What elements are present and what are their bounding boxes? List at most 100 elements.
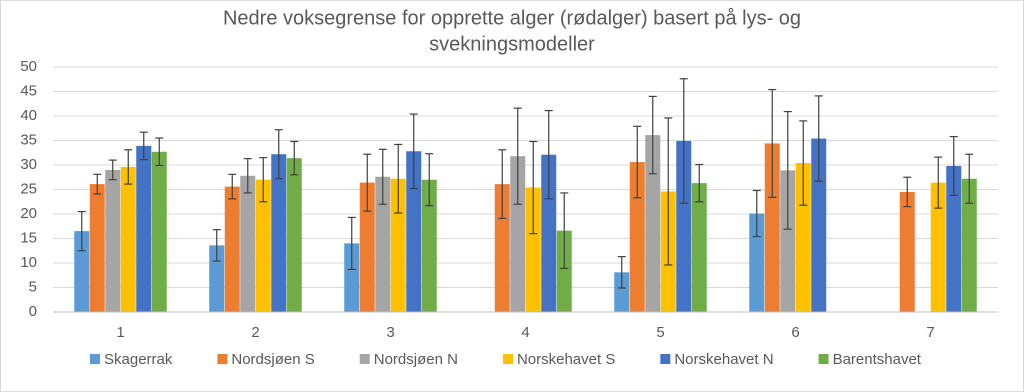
bar: [494, 184, 510, 312]
bar: [556, 230, 572, 312]
error-bar: [394, 143, 403, 214]
bar: [89, 184, 105, 312]
error-bar: [139, 131, 148, 161]
y-tick-label: 40: [20, 107, 37, 124]
bar: [795, 163, 811, 312]
error-bar: [648, 95, 657, 175]
bar: [645, 135, 661, 312]
error-bar: [409, 113, 418, 190]
chart-title: Nedre voksegrense for opprette alger (rø…: [223, 7, 801, 29]
bar: [375, 176, 391, 312]
error-bar: [290, 140, 299, 176]
error-bar: [752, 189, 761, 238]
error-bar: [155, 137, 164, 167]
legend-label: Norskehavet N: [674, 351, 773, 368]
error-bar: [77, 210, 86, 252]
error-bar: [544, 110, 553, 200]
legend-label: Skagerrak: [104, 351, 173, 368]
x-tick-label: 5: [656, 324, 664, 341]
bar: [614, 272, 630, 312]
error-bar: [212, 229, 221, 262]
error-bar: [949, 135, 958, 196]
legend-label: Nordsjøen S: [231, 351, 314, 368]
y-tick-label: 35: [20, 131, 37, 148]
error-bar: [814, 95, 823, 182]
error-bar: [347, 216, 356, 270]
legend-swatch: [818, 354, 829, 364]
bar: [541, 154, 557, 312]
bar: [764, 143, 780, 312]
y-tick-label: 10: [20, 254, 37, 271]
x-tick-label: 6: [791, 324, 799, 341]
error-bar: [425, 153, 434, 207]
error-bar: [934, 156, 943, 209]
bar: [676, 140, 692, 312]
bar: [946, 165, 962, 312]
error-bar: [529, 140, 538, 235]
bar: [359, 182, 375, 312]
bar: [286, 158, 302, 312]
error-bar: [363, 153, 372, 212]
bar: [930, 182, 946, 312]
legend-label: Barentshavet: [833, 351, 922, 368]
bar: [780, 170, 796, 312]
bar: [74, 231, 90, 312]
x-tick-label: 1: [116, 324, 124, 341]
bar: [899, 191, 915, 312]
chart-title: svekningsmodeller: [429, 33, 595, 55]
legend-swatch: [217, 354, 228, 364]
y-tick-label: 5: [29, 278, 37, 295]
y-tick-label: 0: [29, 303, 37, 320]
bar: [811, 138, 827, 312]
error-bar: [664, 117, 673, 266]
bar: [271, 154, 287, 312]
bar: [240, 175, 256, 312]
error-bar: [768, 88, 777, 198]
error-bar: [498, 149, 507, 220]
bar: [120, 166, 136, 312]
error-bar: [633, 125, 642, 199]
error-bar: [124, 149, 133, 185]
error-bar: [799, 120, 808, 206]
error-bar: [617, 256, 626, 289]
y-tick-label: 20: [20, 205, 37, 222]
legend-swatch: [90, 354, 100, 364]
bar: [525, 187, 541, 312]
error-bar: [259, 157, 268, 203]
error-bar: [513, 107, 522, 205]
legend-swatch: [502, 354, 513, 364]
x-tick-label: 4: [521, 324, 529, 341]
error-bar: [243, 158, 252, 194]
bar: [629, 162, 645, 312]
error-bar: [378, 148, 387, 205]
bar: [136, 145, 152, 312]
x-tick-label: 3: [386, 324, 394, 341]
legend-swatch: [660, 354, 671, 364]
error-bar: [560, 192, 569, 269]
y-tick-label: 30: [20, 156, 37, 173]
bar: [749, 213, 765, 312]
error-bar: [903, 176, 912, 208]
y-tick-label: 25: [20, 180, 37, 197]
bar: [209, 245, 225, 312]
bar: [510, 156, 526, 312]
y-tick-label: 50: [20, 58, 37, 75]
legend-label: Nordsjøen N: [374, 351, 458, 368]
bar: [421, 179, 437, 312]
error-bar: [228, 173, 237, 200]
bar: [151, 151, 167, 312]
y-tick-label: 45: [20, 82, 37, 99]
bar: [390, 178, 406, 312]
legend-label: Norskehavet S: [517, 351, 615, 368]
bar: [344, 243, 360, 312]
error-bar: [93, 173, 102, 195]
error-bar: [274, 129, 283, 180]
bar: [224, 186, 240, 312]
bar: [961, 178, 977, 312]
legend-swatch: [359, 354, 370, 364]
bar: [691, 183, 707, 312]
error-bar: [965, 153, 974, 204]
error-bar: [695, 163, 704, 203]
x-tick-label: 7: [926, 324, 934, 341]
